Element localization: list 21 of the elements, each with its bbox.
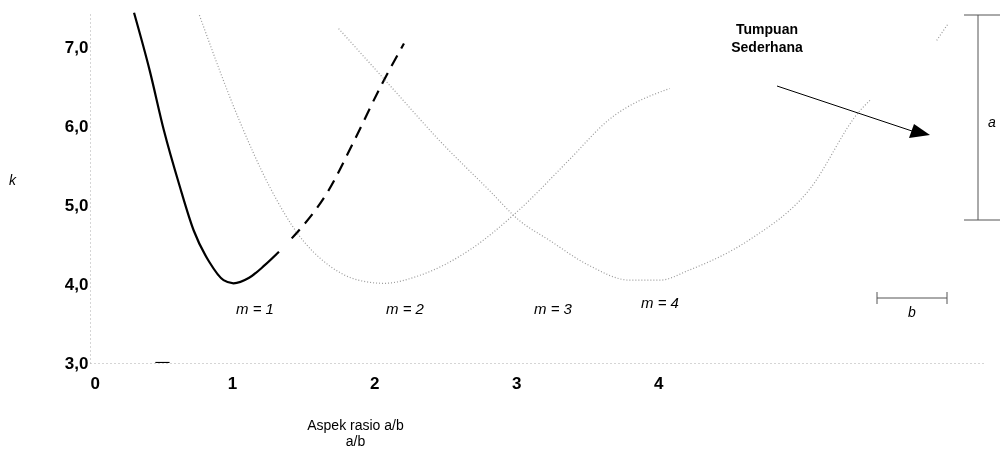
x-tick-label: 1 — [227, 373, 238, 393]
annotation: m = 3 — [534, 300, 573, 317]
annotation: Tumpuan Sederhana — [731, 21, 803, 55]
annotation: b — [908, 304, 917, 320]
x-tick-label: 4 — [654, 373, 665, 393]
line-series — [290, 42, 406, 240]
x-tick-label: 0 — [90, 373, 100, 393]
line-series — [132, 12, 281, 285]
annotation: m = 1 — [236, 300, 274, 317]
x-axis-title: Aspek rasio a/b a/b — [307, 416, 404, 449]
annotation: m = 4 — [641, 294, 679, 311]
y-tick-label: 6,0 — [64, 116, 89, 136]
x-tick-label: 2 — [369, 373, 380, 393]
x-tick-label: 3 — [511, 373, 522, 393]
text: a — [988, 114, 997, 130]
y-tick-label: 4,0 — [64, 274, 89, 294]
y-tick-label: 5,0 — [64, 195, 89, 215]
annotation: m = 2 — [386, 300, 425, 317]
y-tick-label: 7,0 — [64, 37, 89, 57]
y-axis-title: k — [9, 171, 17, 188]
y-tick-label: 3,0 — [64, 353, 89, 373]
